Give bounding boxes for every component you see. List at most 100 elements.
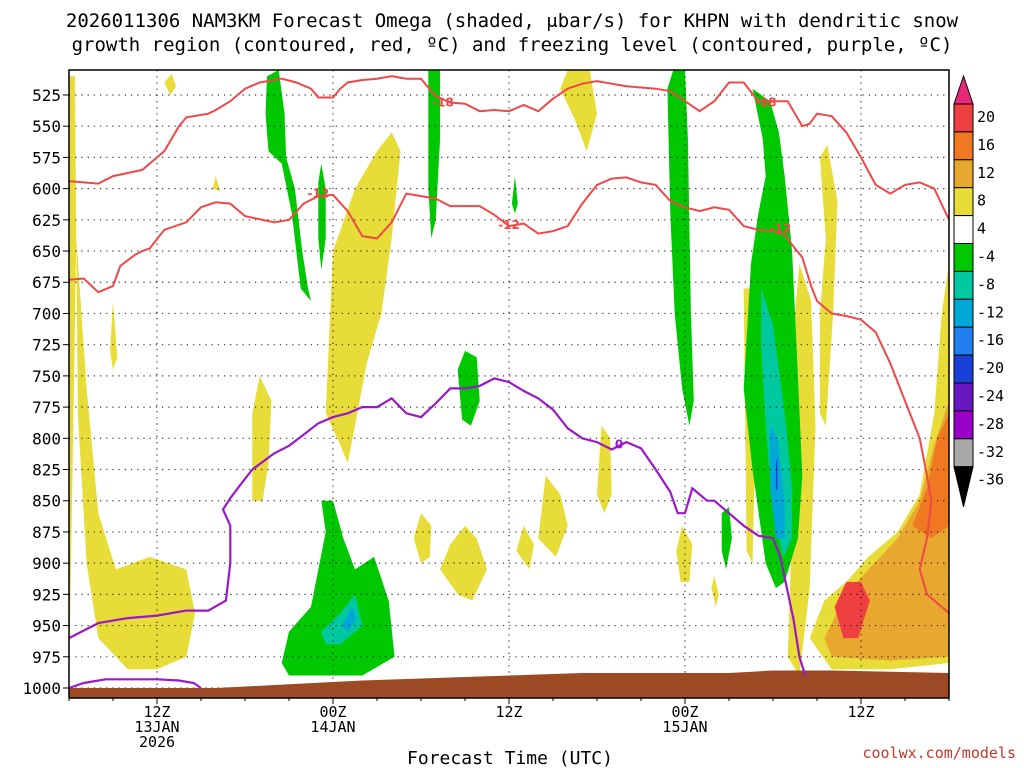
y-tick-label-900: 900: [32, 554, 61, 573]
omega-region-32: [321, 594, 363, 645]
colorbar-label-3: 8: [977, 192, 986, 210]
y-tick-label-625: 625: [32, 211, 61, 230]
omega-region-25: [281, 500, 395, 676]
omega-region-4: [110, 301, 118, 370]
x-tick-label-18-1: 14JAN: [310, 718, 355, 736]
colorbar-label-11: -28: [977, 415, 1004, 433]
y-tick-label-600: 600: [32, 180, 61, 199]
y-tick-label-775: 775: [32, 398, 61, 417]
omega-shading: [69, 70, 949, 688]
y-tick-label-725: 725: [32, 336, 61, 355]
dgz-contour--12: [69, 176, 949, 614]
y-tick-label-525: 525: [32, 86, 61, 105]
omega-region-14: [676, 525, 693, 582]
colorbar-label-5: -4: [977, 248, 995, 266]
omega-region-11: [819, 144, 838, 426]
y-tick-label-675: 675: [32, 273, 61, 292]
colorbar-label-8: -16: [977, 331, 1004, 349]
colorbar-swatch-6: [953, 243, 974, 272]
y-tick-label-1000: 1000: [22, 679, 61, 698]
colorbar-swatch-10: [953, 354, 974, 384]
omega-region-17: [711, 575, 719, 607]
colorbar-label-12: -32: [977, 443, 1004, 461]
x-tick-label-42-0: 00Z: [671, 703, 698, 721]
omega-region-15: [516, 525, 534, 570]
colorbar-label-2: 12: [977, 164, 995, 182]
omega-region-9: [538, 475, 568, 557]
chart-title-line1: 2026011306 NAM3KM Forecast Omega (shaded…: [66, 10, 959, 32]
x-tick-label-18-0: 00Z: [319, 703, 346, 721]
omega-region-21: [265, 70, 311, 301]
omega-region-27: [667, 70, 694, 426]
y-tick-label-650: 650: [32, 242, 61, 261]
freezing-level-contour: [69, 377, 807, 676]
omega-region-5: [560, 70, 597, 152]
x-axis-label: Forecast Time (UTC): [407, 748, 613, 768]
colorbar-swatch-4: [953, 187, 974, 217]
colorbar-swatch-5: [953, 215, 974, 245]
dgz-label-1-a: -12: [307, 187, 329, 201]
colorbar-label-10: -24: [977, 387, 1004, 405]
y-tick-label-950: 950: [32, 617, 61, 636]
contours: -18 -18 -12 -12 -12 0: [69, 75, 949, 690]
y-tick-label-975: 975: [32, 648, 61, 667]
credit-text: coolwx.com/models: [862, 744, 1016, 762]
y-tick-label-925: 925: [32, 585, 61, 604]
colorbar-label-0: 20: [977, 108, 995, 126]
freezing-level-contour-low: [69, 678, 202, 690]
omega-region-26: [511, 176, 518, 214]
omega-region-22: [318, 163, 326, 270]
colorbar-label-7: -12: [977, 303, 1004, 321]
omega-region-33: [341, 606, 357, 632]
colorbar-label-4: 4: [977, 220, 986, 238]
x-tick-label-30-0: 12Z: [495, 703, 522, 721]
colorbar-swatch-9: [953, 326, 974, 356]
chart-title-line2: growth region (contoured, red, ºC) and f…: [72, 34, 953, 56]
colorbar-swatch-12: [953, 410, 974, 440]
colorbar-swatch-3: [953, 159, 974, 189]
omega-region-3: [164, 73, 177, 95]
colorbar-swatch-13: [953, 438, 974, 468]
omega-region-1: [325, 132, 401, 464]
omega-region-0: [69, 76, 196, 688]
omega-region-6: [440, 525, 487, 601]
terrain-ground: [69, 670, 949, 698]
x-tick-label-6-1: 13JAN: [134, 718, 179, 736]
colorbar-swatch-2: [953, 131, 974, 161]
dgz-label-1-b: -12: [498, 218, 520, 232]
dgz-label-1-c: -12: [769, 222, 791, 236]
y-tick-label-550: 550: [32, 117, 61, 136]
colorbar-top-arrow: [953, 74, 974, 105]
colorbar-bottom-arrow: [953, 466, 974, 507]
dgz-contour--18: [69, 75, 949, 221]
colorbar-label-13: -36: [977, 471, 1004, 489]
colorbar-swatch-7: [953, 270, 974, 300]
omega-region-20: [834, 581, 870, 639]
x-tick-label-42-1: 15JAN: [662, 718, 707, 736]
omega-region-19: [912, 413, 949, 539]
colorbar: 20 16 12 8 4 -4 -8 -12 -16 -20 -24 -28 -32 -36: [953, 74, 1004, 507]
x-tick-label-6-2: 2026: [139, 733, 175, 751]
omega-region-29: [721, 507, 732, 570]
x-tick-label-54-0: 12Z: [847, 703, 874, 721]
dgz-label-0-b: -18: [755, 95, 777, 109]
y-axis: 525 550 575 600 625 650 675 700 725 750 775 800 825 8…: [22, 86, 69, 698]
colorbar-swatch-8: [953, 298, 974, 328]
omega-region-16: [212, 176, 221, 192]
y-tick-label-850: 850: [32, 492, 61, 511]
y-tick-label-575: 575: [32, 148, 61, 167]
freezing-level-label: 0: [615, 438, 623, 452]
y-tick-label-800: 800: [32, 429, 61, 448]
colorbar-label-1: 16: [977, 136, 995, 154]
omega-region-7: [413, 513, 432, 564]
colorbar-label-6: -8: [977, 275, 995, 293]
y-tick-label-875: 875: [32, 523, 61, 542]
x-tick-label-6-0: 12Z: [143, 703, 170, 721]
colorbar-swatch-11: [953, 382, 974, 412]
y-tick-label-825: 825: [32, 461, 61, 480]
omega-region-30: [761, 288, 793, 557]
terrain-fill: [69, 670, 949, 698]
y-tick-label-750: 750: [32, 367, 61, 386]
